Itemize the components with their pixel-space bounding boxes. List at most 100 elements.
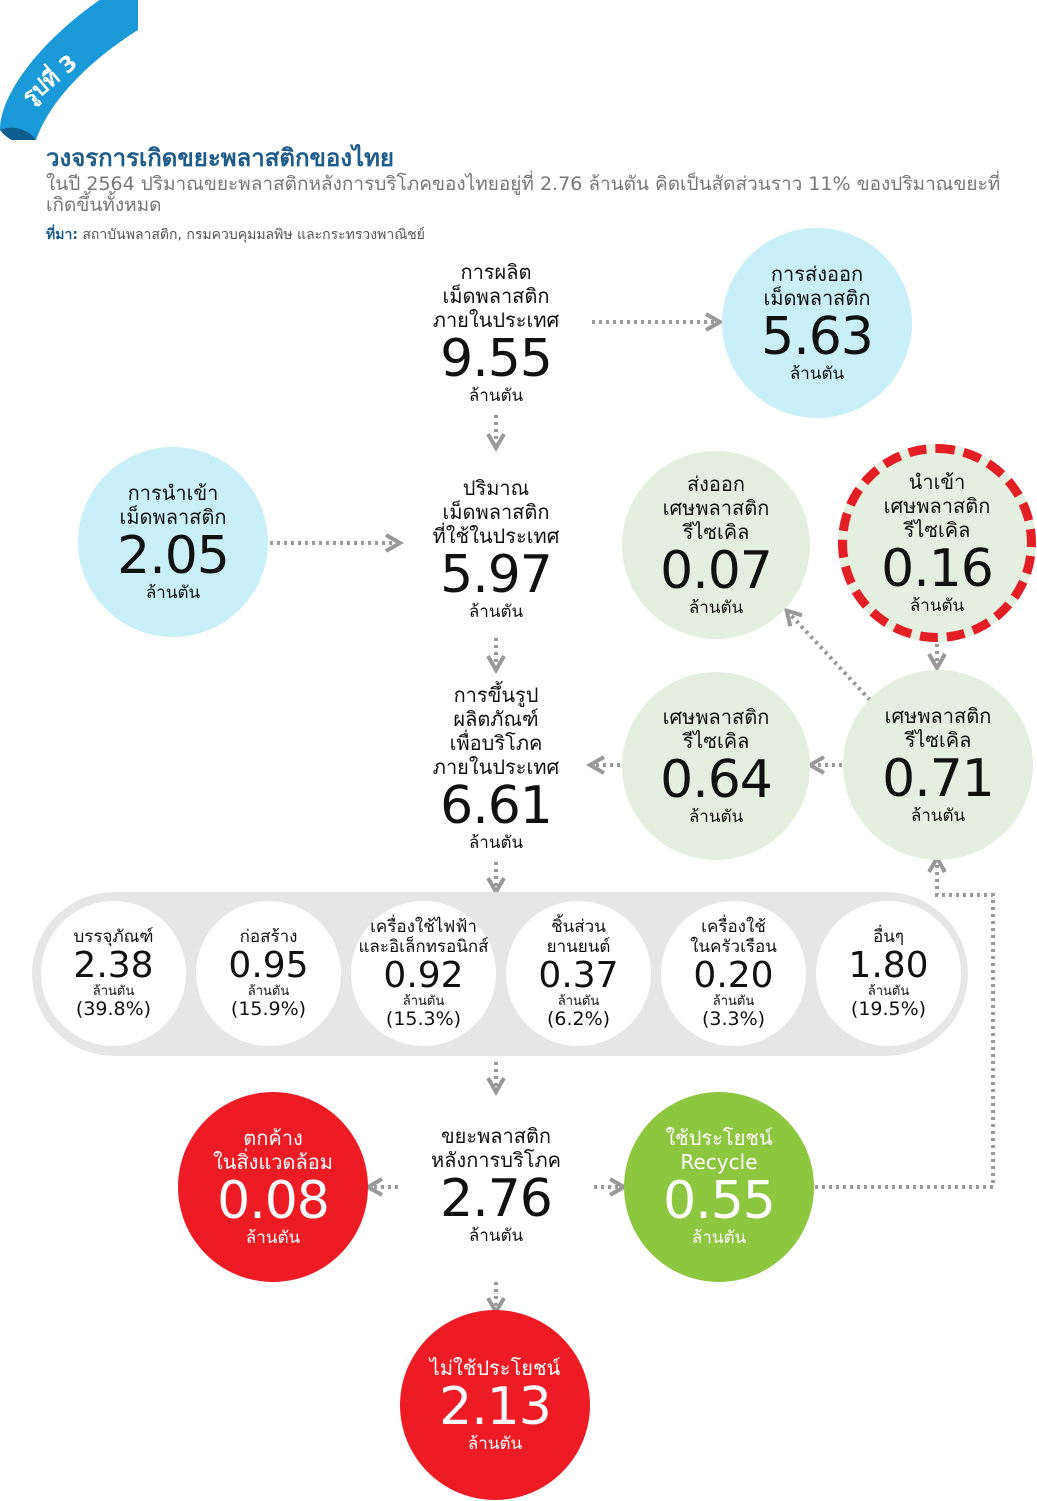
sector-unit: ล้านตัน (92, 984, 135, 999)
node-label: ที่ใช้ในประเทศ (432, 524, 560, 548)
node-unit: ล้านตัน (468, 1226, 524, 1246)
node-scrap-used: เศษพลาสติก รีไซเคิล 0.64 ล้านตัน (622, 672, 810, 860)
node-label: ใช้ประโยชน์ (665, 1126, 773, 1150)
sector-value: 0.92 (383, 955, 464, 996)
node-value: 2.76 (440, 1169, 553, 1229)
node-label: ขยะพลาสติก (440, 1124, 552, 1148)
sector-percent: (19.5%) (850, 998, 927, 1020)
sector-label: ก่อสร้าง (239, 927, 298, 947)
node-unit: ล้านตัน (691, 1228, 747, 1248)
node-label: ส่งออก (686, 472, 746, 496)
sector-household: เครื่องใช้ ในครัวเรือน 0.20 ล้านตัน (3.3… (661, 901, 806, 1046)
node-unit: ล้านตัน (468, 386, 524, 406)
node-value: 2.13 (439, 1377, 552, 1437)
node-domestic-use: ปริมาณ เม็ดพลาสติก ที่ใช้ในประเทศ 5.97 ล… (396, 474, 596, 624)
node-export-resin: การส่งออก เม็ดพลาสติก 5.63 ล้านตัน (722, 228, 912, 418)
sector-percent: (3.3%) (701, 1008, 766, 1030)
sector-value: 2.38 (73, 945, 154, 986)
node-label: การส่งออก (770, 262, 864, 286)
arrow-scrap-total-to-export-scrap (783, 607, 872, 702)
node-value: 5.63 (761, 307, 874, 367)
node-label: รีไซเคิล (903, 518, 971, 542)
sector-label: เครื่องใช้ (701, 917, 766, 937)
node-unit: ล้านตัน (910, 806, 966, 826)
node-unit: ล้านตัน (789, 364, 845, 384)
node-label: ตกค้าง (243, 1126, 303, 1150)
node-value: 0.55 (663, 1171, 776, 1231)
node-forming: การขึ้นรูป ผลิตภัณฑ์ เพื่อบริโภค ภายในปร… (396, 680, 596, 856)
node-export-scrap: ส่งออก เศษพลาสติก รีไซเคิล 0.07 ล้านตัน (622, 451, 810, 639)
node-label: หลังการบริโภค (430, 1148, 562, 1172)
node-scrap-total: เศษพลาสติก รีไซเคิล 0.71 ล้านตัน (843, 670, 1033, 860)
node-value: 9.55 (440, 329, 553, 389)
node-recycle: ใช้ประโยชน์ Recycle 0.55 ล้านตัน (624, 1092, 814, 1282)
sector-label: และอิเล็กทรอนิกส์ (358, 937, 489, 957)
node-label: เพื่อบริโภค (449, 731, 543, 755)
node-label: การผลิต (460, 260, 532, 284)
node-label: รีไซเคิล (904, 728, 972, 752)
node-label: เศษพลาสติก (662, 496, 770, 520)
node-label: ปริมาณ (462, 476, 530, 500)
sector-others: อื่นๆ 1.80 ล้านตัน (19.5%) (816, 901, 961, 1046)
sector-unit: ล้านตัน (247, 984, 290, 999)
node-value: 2.05 (117, 526, 230, 586)
node-post-consumer: ขยะพลาสติก หลังการบริโภค 2.76 ล้านตัน (396, 1120, 596, 1250)
sector-label: อื่นๆ (873, 927, 904, 947)
sector-unit: ล้านตัน (557, 994, 600, 1009)
sector-value: 0.37 (538, 955, 619, 996)
node-value: 6.61 (440, 776, 553, 836)
node-label: ในสิ่งแวดล้อม (213, 1150, 333, 1174)
sector-label: บรรจุภัณฑ์ (73, 927, 154, 947)
node-unit: ล้านตัน (145, 583, 201, 603)
node-label: เม็ดพลาสติก (763, 286, 871, 310)
node-value: 0.71 (882, 749, 995, 809)
node-label: ไม่ใช้ประโยชน์ (429, 1356, 561, 1380)
sector-unit: ล้านตัน (712, 994, 755, 1009)
arrow-recycle-to-scrap-total (815, 853, 995, 1189)
node-label: เศษพลาสติก (662, 705, 770, 729)
node-label: การขึ้นรูป (453, 683, 539, 707)
source-text: สถาบันพลาสติก, กรมควบคุมมลพิษ และกระทรวง… (77, 227, 425, 243)
sector-percent: (15.3%) (385, 1008, 462, 1030)
node-value: 0.16 (881, 539, 994, 599)
sector-label: ชิ้นส่วน (551, 917, 606, 937)
sector-value: 0.95 (228, 945, 309, 986)
sector-label: เครื่องใช้ไฟฟ้า (370, 917, 477, 937)
node-unit: ล้านตัน (468, 602, 524, 622)
sector-value: 0.20 (693, 955, 774, 996)
node-value: 0.64 (660, 750, 773, 810)
node-unit: ล้านตัน (909, 596, 965, 616)
node-import-scrap: นำเข้า เศษพลาสติก รีไซเคิล 0.16 ล้านตัน (838, 444, 1036, 642)
node-label: เม็ดพลาสติก (442, 284, 550, 308)
node-value: 0.07 (660, 541, 773, 601)
sector-construction: ก่อสร้าง 0.95 ล้านตัน (15.9%) (196, 901, 341, 1046)
node-label: ภายในประเทศ (432, 308, 560, 332)
sector-unit: ล้านตัน (867, 984, 910, 999)
node-value: 5.97 (440, 545, 553, 605)
node-label: การนำเข้า (127, 481, 219, 505)
node-label: รีไซเคิล (682, 729, 750, 753)
sector-percent: (39.8%) (75, 998, 152, 1020)
node-label: นำเข้า (908, 470, 966, 494)
node-unit: ล้านตัน (688, 598, 744, 618)
node-label: รีไซเคิล (682, 520, 750, 544)
node-value: 0.08 (217, 1171, 330, 1231)
sector-percent: (15.9%) (230, 998, 307, 1020)
sector-percent: (6.2%) (546, 1008, 611, 1030)
node-unit: ล้านตัน (467, 1434, 523, 1454)
sector-label: ยานยนต์ (546, 937, 611, 957)
sector-label: ในครัวเรือน (690, 937, 777, 957)
node-label: ภายในประเทศ (432, 755, 560, 779)
node-label: ผลิตภัณฑ์ (453, 707, 539, 731)
sector-value: 1.80 (848, 945, 929, 986)
node-import-resin: การนำเข้า เม็ดพลาสติก 2.05 ล้านตัน (78, 447, 268, 637)
node-label: เศษพลาสติก (884, 704, 992, 728)
figure-badge-ribbon (0, 0, 138, 140)
sector-packaging: บรรจุภัณฑ์ 2.38 ล้านตัน (39.8%) (41, 901, 186, 1046)
sector-unit: ล้านตัน (402, 994, 445, 1009)
source-label: ที่มา: (46, 227, 78, 243)
node-unused: ไม่ใช้ประโยชน์ 2.13 ล้านตัน (400, 1310, 590, 1500)
node-production: การผลิต เม็ดพลาสติก ภายในประเทศ 9.55 ล้า… (396, 258, 596, 408)
sector-electronics: เครื่องใช้ไฟฟ้า และอิเล็กทรอนิกส์ 0.92 ล… (351, 901, 496, 1046)
